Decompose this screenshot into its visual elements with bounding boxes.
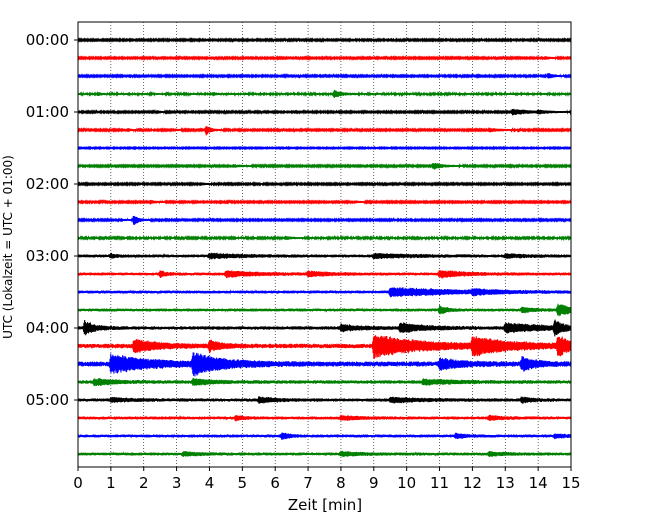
plot-frame <box>77 21 572 468</box>
y-tick-label: 05:00 <box>26 391 69 409</box>
x-tick-label: 0 <box>73 474 83 492</box>
grid-lines <box>110 22 539 467</box>
seismic-traces <box>77 37 572 458</box>
y-tick-label: 00:00 <box>26 31 69 49</box>
x-tick-label: 3 <box>172 474 182 492</box>
x-tick-label: 15 <box>561 474 580 492</box>
x-tick-label: 9 <box>369 474 379 492</box>
y-tick-label: 02:00 <box>26 175 69 193</box>
x-tick-label: 10 <box>397 474 416 492</box>
y-axis-title: UTC (Lokalzeit = UTC + 01:00) <box>1 155 15 339</box>
x-tick-label: 1 <box>106 474 116 492</box>
x-tick-label: 6 <box>270 474 280 492</box>
x-tick-label: 2 <box>139 474 149 492</box>
y-tick-label: 01:00 <box>26 103 69 121</box>
x-axis-title: Zeit [min] <box>288 496 362 514</box>
x-tick-label: 14 <box>529 474 548 492</box>
x-tick-label: 12 <box>463 474 482 492</box>
x-tick-label: 8 <box>336 474 346 492</box>
x-tick-label: 13 <box>496 474 515 492</box>
y-tick-label: 04:00 <box>26 319 69 337</box>
x-tick-label: 11 <box>430 474 449 492</box>
x-tick-label: 4 <box>205 474 215 492</box>
x-tick-label: 5 <box>238 474 248 492</box>
trace-0430 <box>77 352 572 377</box>
y-tick-label: 03:00 <box>26 247 69 265</box>
x-tick-label: 7 <box>303 474 313 492</box>
axes: 0 1 2 3 4 5 6 7 8 9 10 11 12 13 14 1500:0001:0002:0003:… <box>26 31 581 492</box>
